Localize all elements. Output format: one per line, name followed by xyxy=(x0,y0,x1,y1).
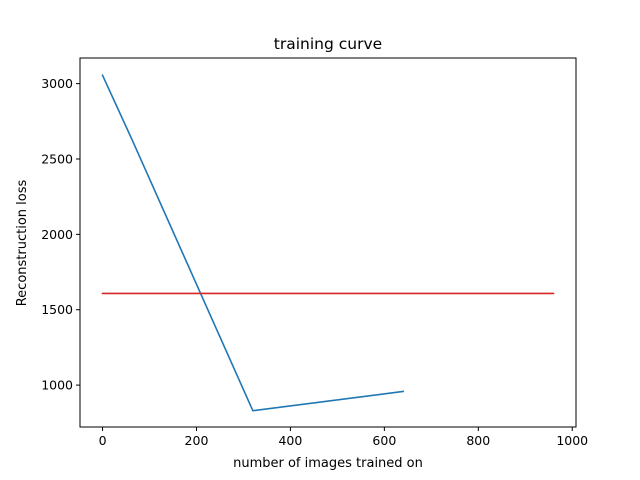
x-tick-label: 200 xyxy=(185,433,209,448)
y-tick-label: 1500 xyxy=(41,302,73,317)
y-tick-label: 3000 xyxy=(41,76,73,91)
y-axis: 1000 1500 2000 2500 3000 xyxy=(41,76,80,393)
y-axis-label: Reconstruction loss xyxy=(15,180,30,307)
chart-title: training curve xyxy=(274,35,382,53)
x-tick-label: 1000 xyxy=(556,433,588,448)
x-tick-label: 800 xyxy=(466,433,490,448)
x-tick-label: 600 xyxy=(372,433,396,448)
series-line-1 xyxy=(101,74,405,412)
x-axis-label: number of images trained on xyxy=(233,456,423,471)
y-tick-label: 2000 xyxy=(41,227,73,242)
x-tick-label: 0 xyxy=(99,433,107,448)
x-tick-label: 400 xyxy=(278,433,302,448)
plot-frame xyxy=(79,57,577,428)
y-tick-label: 2500 xyxy=(41,151,73,166)
y-tick-label: 1000 xyxy=(41,378,73,393)
series-layer xyxy=(101,74,555,412)
x-axis: 0 200 400 600 800 1000 xyxy=(99,427,588,448)
